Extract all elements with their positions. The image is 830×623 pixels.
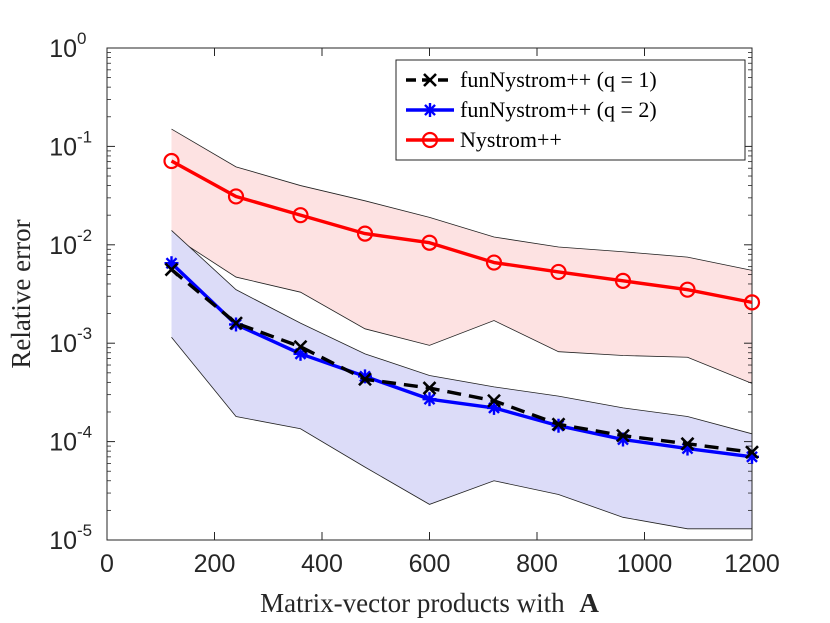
y-tick-exponent: -5 (77, 521, 92, 540)
marker-stroke (616, 428, 630, 443)
band-fill-1 (171, 230, 752, 529)
y-tick-exponent: -3 (77, 324, 92, 343)
y-tick-label: 10 (49, 133, 77, 161)
series-0 (164, 262, 759, 460)
x-tick-label: 0 (100, 550, 114, 578)
y-tick-exponent: -1 (77, 127, 92, 146)
x-axis-label-text: Matrix-vector products with (260, 588, 565, 618)
marker-stroke (680, 436, 695, 451)
data-point (293, 339, 308, 354)
legend-label: Nystrom++ (460, 127, 562, 152)
series-layer (163, 152, 761, 464)
legend-box (395, 59, 746, 161)
series-line (170, 261, 753, 459)
legend: funNystrom++ (q = 1) funNystrom++ (q = 2)… (395, 59, 746, 161)
x-tick-label: 400 (301, 550, 343, 578)
band-upper-edge-0 (171, 128, 753, 271)
band-lower-edge-1 (171, 336, 752, 530)
marker-stroke (358, 372, 372, 387)
data-point (680, 436, 695, 451)
legend-label: funNystrom++ (q = 2) (460, 97, 657, 122)
y-tick-label: 10 (49, 330, 77, 358)
y-tick-exponent: 0 (77, 29, 86, 48)
x-tick-label: 200 (194, 550, 236, 578)
data-point (422, 392, 437, 407)
x-tick-label: 1000 (617, 550, 673, 578)
data-point (422, 381, 437, 395)
y-tick-label: 10 (49, 35, 77, 63)
data-point (614, 272, 632, 289)
marker-stroke (745, 445, 759, 460)
band-lower-edge-0 (171, 234, 753, 384)
legend-entry: funNystrom++ (q = 2) (406, 97, 657, 122)
band-fill-0 (171, 129, 752, 384)
legend-marker (423, 103, 437, 117)
legend-marker (421, 131, 439, 149)
series-line (170, 268, 753, 454)
x-axis-label: Matrix-vector products with A (260, 588, 599, 618)
x-tick-label: 800 (516, 550, 558, 578)
data-point (164, 262, 179, 277)
marker-stroke (423, 73, 437, 87)
marker-stroke (359, 370, 371, 383)
y-tick-exponent: -2 (77, 226, 92, 245)
y-tick-label: 10 (49, 527, 77, 555)
y-tick-label: 10 (49, 429, 77, 457)
marker-stroke (229, 316, 243, 331)
x-tick-label: 1200 (724, 550, 780, 578)
marker-stroke (293, 339, 308, 354)
legend-entry: Nystrom++ (406, 127, 562, 152)
marker-stroke (551, 417, 566, 432)
marker-stroke (424, 104, 436, 116)
y-axis-label: Relative error (6, 219, 36, 368)
marker-stroke (423, 393, 436, 406)
data-point (227, 188, 245, 205)
data-point (550, 263, 567, 281)
y-tick-label: 10 (49, 232, 77, 260)
data-point (485, 254, 503, 271)
band-upper-edge-1 (171, 230, 753, 435)
legend-entry: funNystrom++ (q = 1) (406, 67, 657, 92)
x-tick-label: 600 (409, 550, 451, 578)
data-point (356, 225, 374, 242)
data-point (229, 316, 243, 331)
data-point (616, 428, 630, 443)
data-point (292, 207, 309, 224)
data-point (745, 445, 759, 460)
data-point (743, 294, 761, 311)
marker-stroke (487, 393, 501, 408)
marker-stroke (164, 262, 179, 277)
legend-label: funNystrom++ (q = 1) (460, 67, 657, 92)
data-point (679, 281, 696, 298)
series-2 (163, 152, 761, 311)
data-point (487, 393, 501, 408)
y-tick-exponent: -4 (77, 423, 92, 442)
legend-marker (423, 73, 437, 87)
data-point (421, 234, 438, 251)
marker-stroke (422, 381, 437, 395)
data-point (551, 417, 566, 432)
series-line (170, 159, 753, 305)
data-point (163, 152, 180, 170)
x-axis-label-symbol: A (579, 588, 599, 618)
data-point (358, 372, 372, 387)
marker-stroke (746, 450, 758, 463)
